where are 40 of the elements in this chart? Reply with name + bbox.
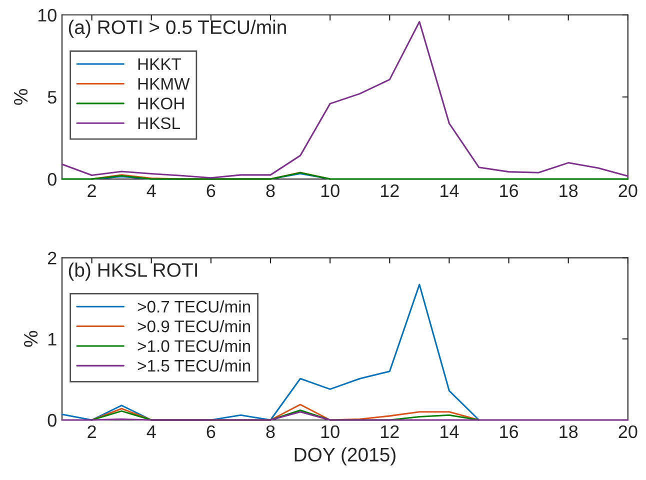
- x-tick-label: 16: [500, 425, 518, 438]
- x-tick-label: 10: [321, 184, 340, 198]
- x-tick-label: 6: [206, 184, 216, 198]
- x-tick-label: 4: [146, 426, 156, 438]
- x-tick-label: 18: [560, 425, 578, 438]
- x-tick-label: 8: [266, 184, 275, 198]
- x-axis-title: DOY (2015): [294, 447, 396, 466]
- x-tick-label: 14: [440, 426, 459, 438]
- x-tick-label: 20: [618, 425, 638, 438]
- y-axis-title: %: [14, 89, 28, 105]
- x-tick-label: 10: [321, 425, 340, 438]
- x-tick-label: 12: [380, 184, 399, 197]
- legend-label: HKOH: [138, 98, 184, 110]
- y-tick-label: 1: [48, 333, 56, 346]
- x-tick-label: 2: [88, 184, 96, 197]
- line-series: [61, 284, 480, 421]
- y-tick-label: 0: [48, 414, 56, 427]
- y-tick-label: 10: [38, 8, 56, 22]
- x-tick-label: 8: [266, 425, 275, 438]
- chart-title: (b) HKSL ROTI: [68, 262, 197, 281]
- y-tick-label: 2: [48, 252, 56, 264]
- x-tick-label: 20: [618, 184, 638, 198]
- legend-label: HKSL: [138, 117, 180, 130]
- y-axis-title: %: [24, 330, 38, 347]
- x-tick-label: 12: [380, 425, 399, 438]
- legend-label: >0.7 TECU/min: [138, 300, 250, 313]
- x-tick-label: 16: [500, 184, 518, 198]
- y-tick-label: 5: [48, 91, 56, 104]
- chart-title: (a) ROTI > 0.5 TECU/min: [68, 20, 286, 38]
- x-tick-label: 18: [560, 184, 578, 198]
- legend-label: >0.9 TECU/min: [138, 320, 250, 332]
- y-tick-label: 0: [48, 172, 56, 186]
- x-tick-label: 14: [440, 184, 459, 197]
- legend-label: HKKT: [138, 58, 182, 70]
- x-tick-label: 4: [146, 184, 156, 197]
- legend-label: >1.0 TECU/min: [138, 340, 250, 352]
- x-tick-label: 2: [88, 425, 96, 438]
- legend-label: >1.5 TECU/min: [138, 359, 250, 372]
- x-tick-label: 6: [206, 425, 216, 438]
- legend-label: HKMW: [138, 78, 190, 90]
